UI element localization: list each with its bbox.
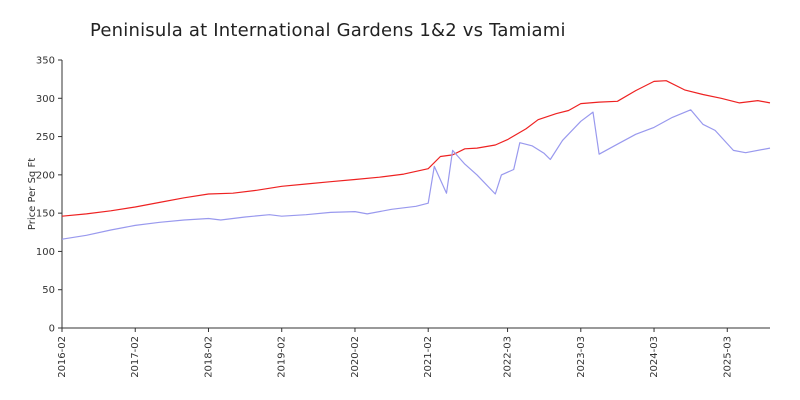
series-line-2 xyxy=(61,109,771,240)
y-tick-label: 300 xyxy=(36,94,55,105)
x-tick-label: 2022-03 xyxy=(503,336,514,378)
chart-title: Peninisula at International Gardens 1&2 … xyxy=(90,20,566,41)
y-axis-label: Price Per Sq Ft xyxy=(27,158,38,230)
x-tick-label: 2025-03 xyxy=(722,336,733,378)
y-tick-label: 0 xyxy=(49,324,55,335)
series-layer xyxy=(61,80,771,240)
x-tick-label: 2020-02 xyxy=(350,336,361,378)
x-tick-label: 2016-02 xyxy=(57,336,68,378)
x-tick-label: 2023-03 xyxy=(576,336,587,378)
x-tick-label: 2024-03 xyxy=(649,336,660,378)
y-tick-label: 150 xyxy=(36,209,55,220)
labels-layer: 0 50 100 150 200 250 300 350 2016-02 2017-02 2018-… xyxy=(27,56,733,378)
y-tick-label: 250 xyxy=(36,132,55,143)
y-tick-label: 200 xyxy=(36,170,55,181)
y-tick-label: 100 xyxy=(36,247,55,258)
y-tick-label: 350 xyxy=(36,56,55,67)
x-tick-label: 2019-02 xyxy=(277,336,288,378)
x-tick-label: 2018-02 xyxy=(203,336,214,378)
y-tick-label: 50 xyxy=(42,285,55,296)
x-tick-label: 2017-02 xyxy=(130,336,141,378)
series-line-1 xyxy=(61,80,771,217)
axes xyxy=(58,59,770,332)
x-tick-label: 2021-02 xyxy=(423,336,434,378)
